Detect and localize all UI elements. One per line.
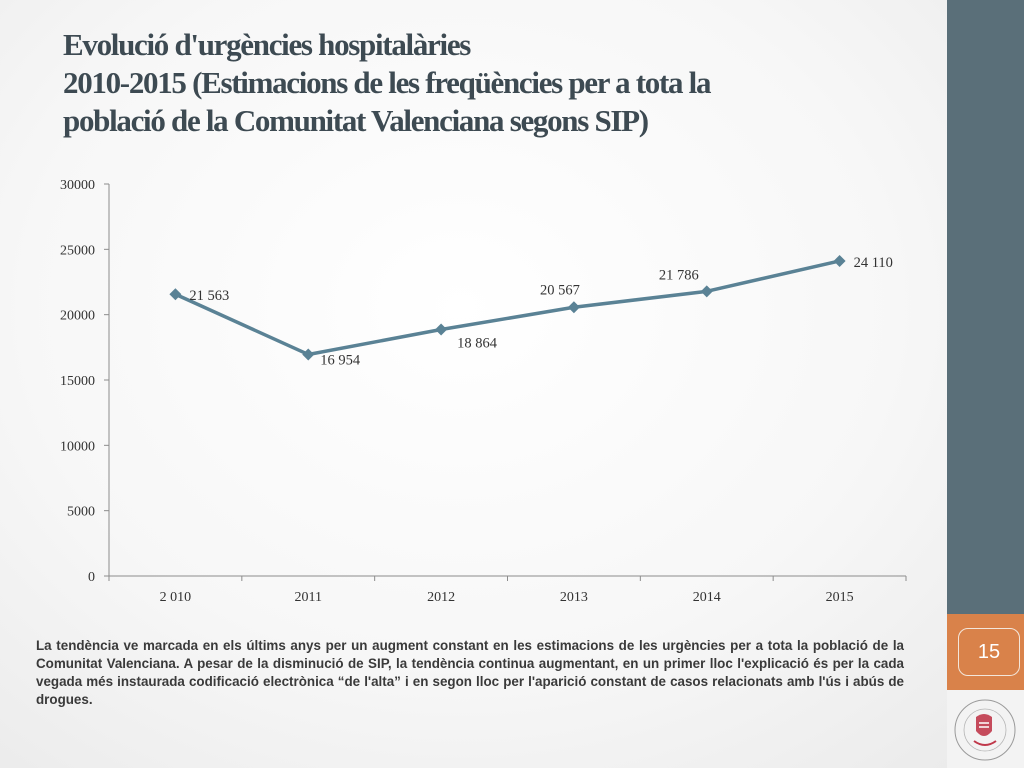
y-tick-label: 0: [88, 570, 95, 585]
data-point: [700, 285, 713, 298]
y-axis: 0 5000 10000 15000 20000 25000 30000: [60, 178, 110, 585]
data-label: 24 110: [854, 255, 893, 271]
data-point: [169, 288, 182, 301]
y-tick-label: 25000: [60, 243, 95, 258]
y-tick-label: 5000: [67, 505, 95, 520]
sidebar-band: [947, 0, 1024, 614]
university-seal-icon: [954, 699, 1016, 761]
y-tick-label: 20000: [60, 309, 95, 324]
data-point: [833, 254, 846, 267]
data-label: 21 786: [659, 267, 699, 283]
title-line-1: Evolució d'urgències hospitalàries: [63, 27, 471, 62]
title-line-2: 2010-2015 (Estimacions de les freqüèncie…: [63, 65, 711, 100]
y-tick-label: 10000: [60, 439, 95, 454]
x-tick-label: 2 010: [160, 590, 192, 605]
series-line: [174, 259, 840, 357]
data-point: [302, 348, 315, 361]
y-tick-label: 15000: [60, 374, 95, 389]
x-tick-label: 2015: [826, 590, 854, 605]
y-tick-label: 30000: [60, 178, 95, 193]
data-label: 20 567: [540, 282, 580, 298]
data-label: 18 864: [457, 336, 498, 352]
data-point: [567, 301, 580, 314]
data-labels: 21 563 16 954 18 864 20 567 21 786 24 110: [189, 255, 893, 369]
x-tick-label: 2013: [560, 590, 588, 605]
line-chart: 0 5000 10000 15000 20000 25000 30000 2 010 2011…: [60, 178, 907, 605]
data-label: 21 563: [189, 288, 229, 304]
x-axis: 2 010 2011 2012 2013 2014 2015: [108, 575, 907, 605]
x-tick-label: 2011: [295, 590, 322, 605]
series: [169, 254, 846, 361]
page-number-box: 15: [958, 628, 1020, 676]
title-line-3: població de la Comunitat Valenciana sego…: [63, 103, 649, 138]
data-point: [435, 323, 448, 336]
x-tick-label: 2012: [427, 590, 455, 605]
data-label: 16 954: [320, 352, 361, 368]
description-text: La tendència ve marcada en els últims an…: [36, 638, 904, 707]
page-number: 15: [977, 640, 1001, 663]
page-number-band: [947, 614, 1024, 690]
x-tick-label: 2014: [693, 590, 721, 605]
slide-title: Evolució d'urgències hospitalàries 2010-…: [63, 26, 923, 140]
